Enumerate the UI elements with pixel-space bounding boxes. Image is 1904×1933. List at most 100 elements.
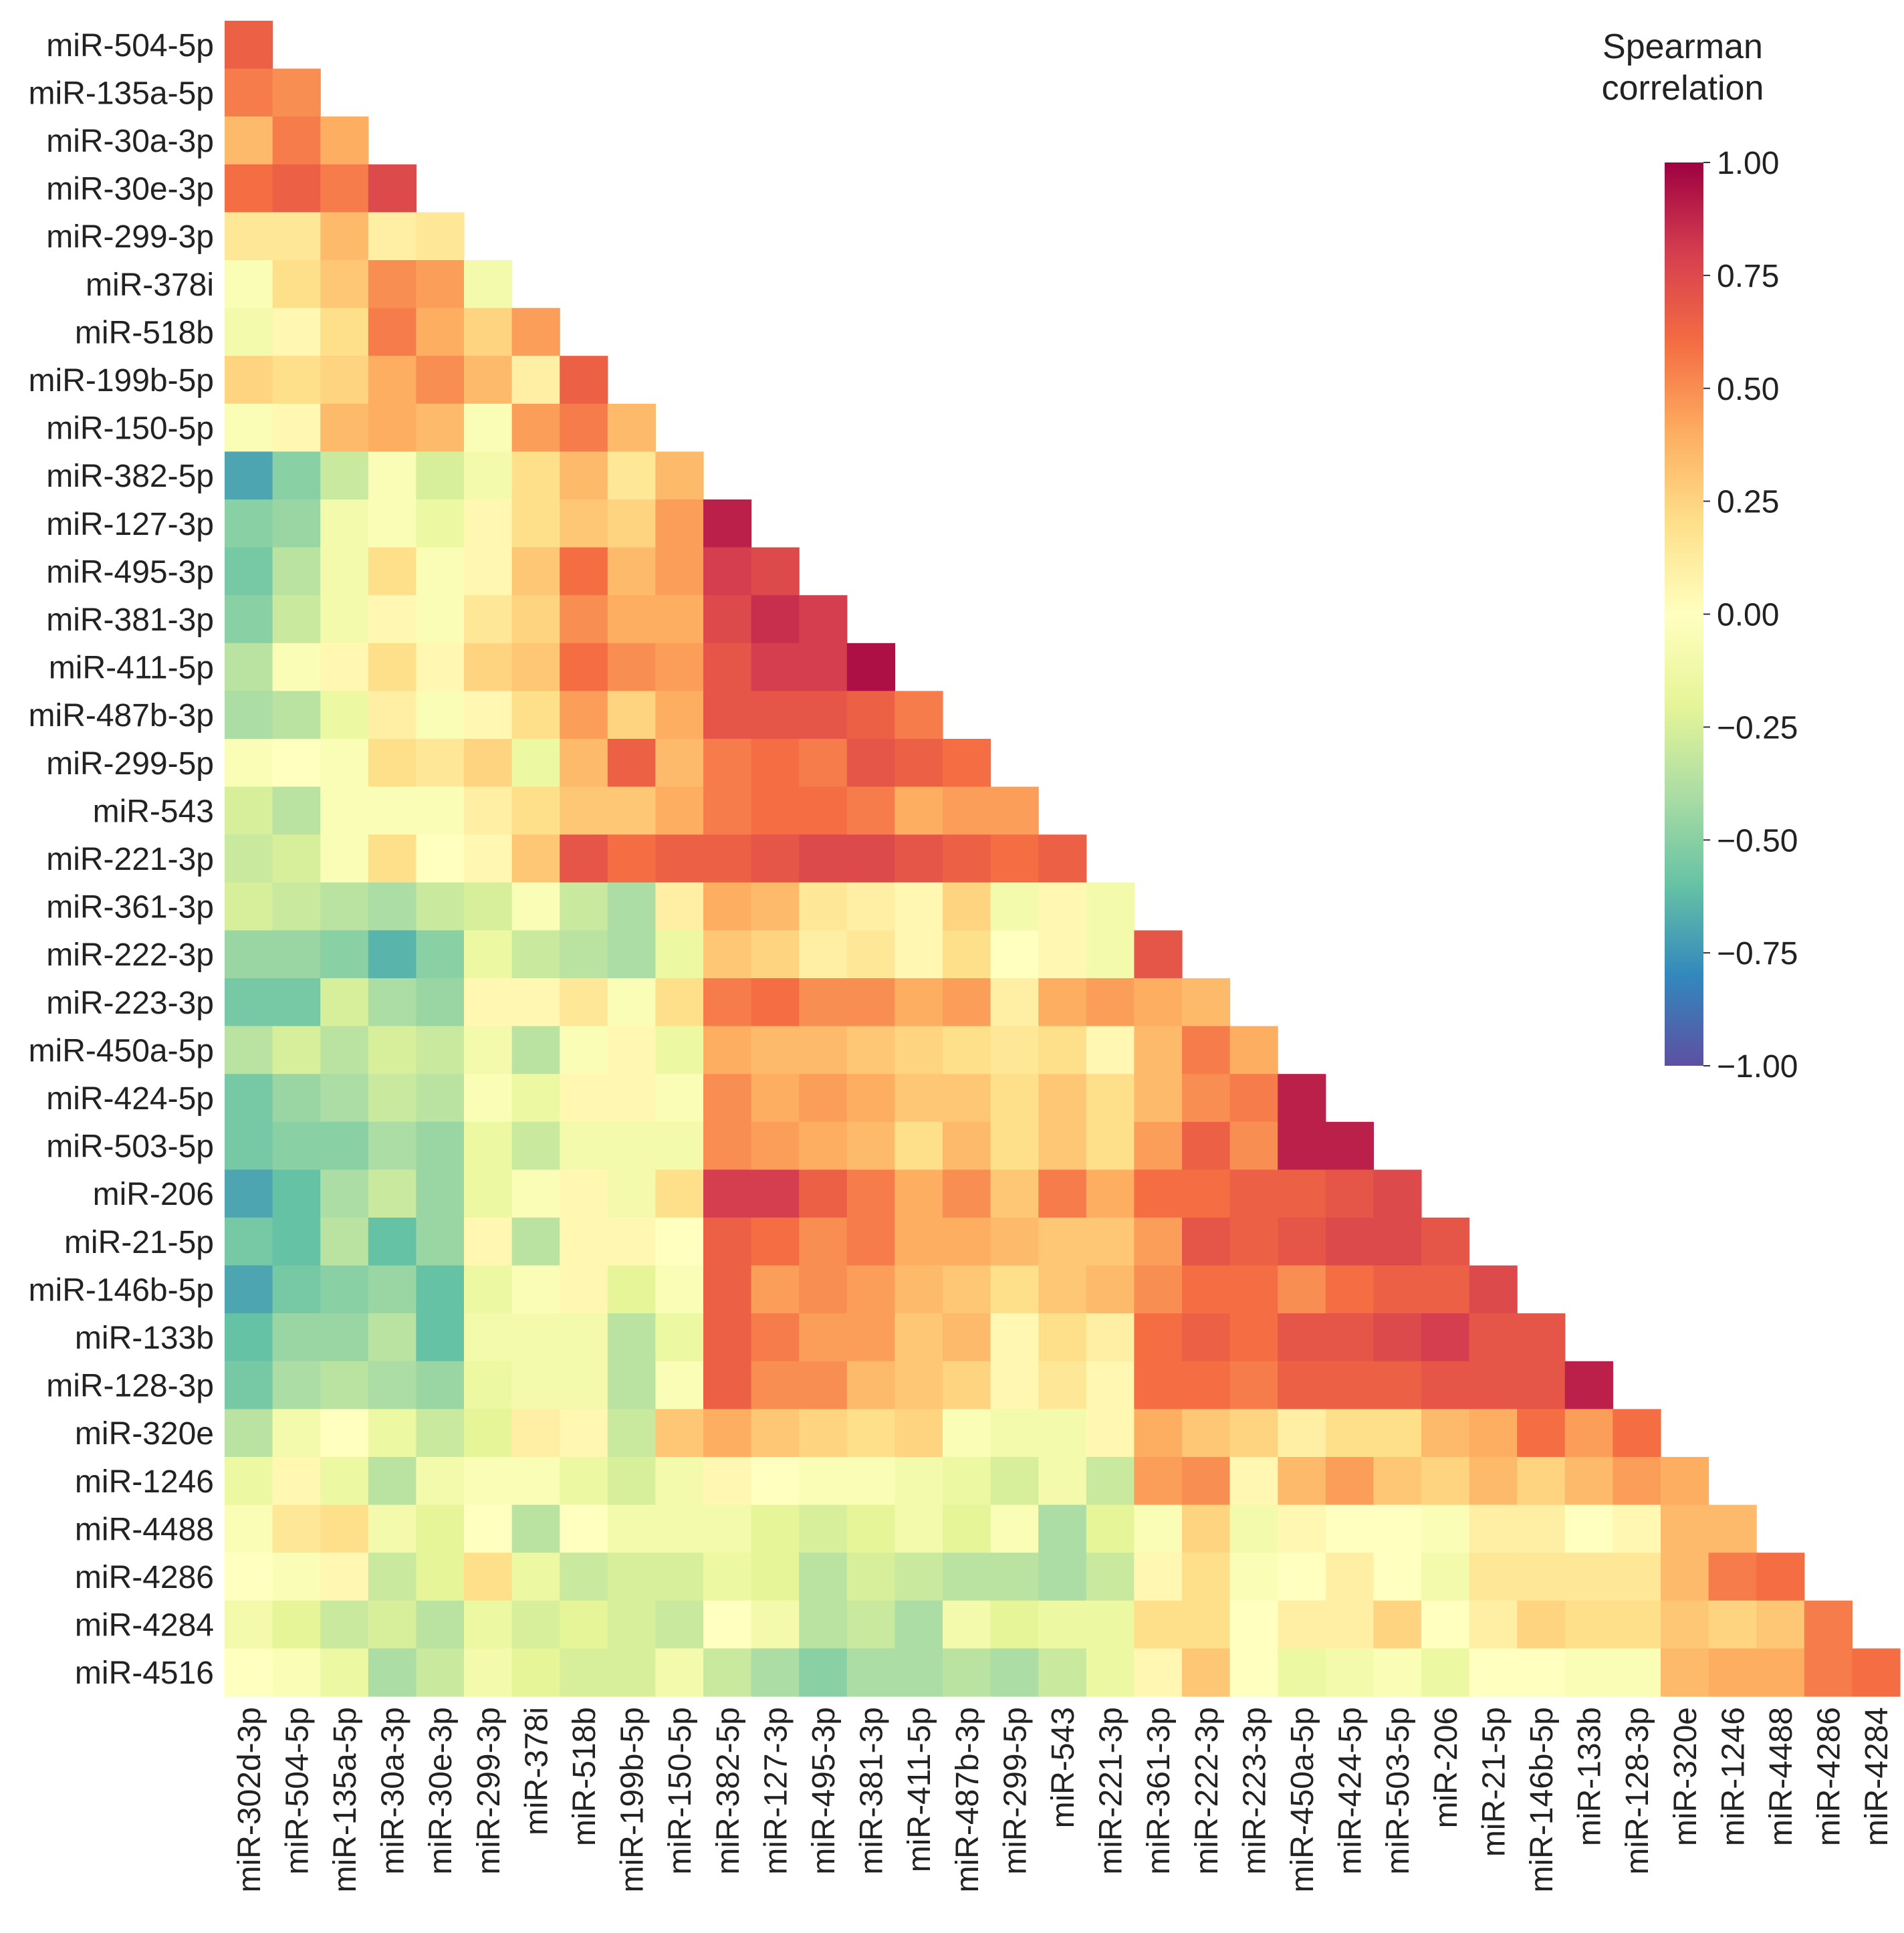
row-label: miR-199b-5p [29,363,214,399]
heatmap-cell [416,1553,465,1601]
heatmap-cell [703,834,752,883]
column-label: miR-4284 [1859,1707,1895,1846]
heatmap-cell [560,1169,608,1218]
heatmap-cell [751,691,800,740]
heatmap-cell [1469,1504,1518,1553]
row-label: miR-495-3p [46,554,214,590]
heatmap-cell [607,930,656,979]
heatmap-cell [1373,1361,1422,1409]
heatmap-cell [225,1553,273,1601]
heatmap-cell [1182,1361,1231,1409]
heatmap-cell [1469,1361,1518,1409]
heatmap-cell [943,1074,991,1123]
heatmap-cell [511,978,560,1027]
heatmap-cell [368,1265,416,1314]
heatmap-cell [320,116,369,165]
heatmap-cell [511,1218,560,1266]
heatmap-cell [368,1504,416,1553]
heatmap-cell [1134,1218,1183,1266]
heatmap-cell [751,1600,800,1649]
heatmap-cell [1564,1504,1613,1553]
heatmap-cell [607,1600,656,1649]
heatmap-cell [607,978,656,1027]
heatmap-cell [1278,1121,1326,1170]
heatmap-cell [895,834,943,883]
heatmap-cell [1086,1074,1135,1123]
heatmap-cell [1421,1648,1470,1697]
heatmap-cell [990,1074,1039,1123]
row-label: miR-424-5p [46,1081,214,1117]
heatmap-cell [1756,1553,1805,1601]
heatmap-cell [1182,1313,1231,1362]
heatmap-cell [751,882,800,931]
heatmap-cell [272,739,321,788]
column-label: miR-222-3p [1189,1707,1225,1875]
heatmap-cell [1086,1553,1135,1601]
row-label: miR-450a-5p [29,1033,214,1068]
heatmap-cell [320,1600,369,1649]
column-label: miR-128-3p [1620,1707,1655,1875]
heatmap-cell [560,1121,608,1170]
row-label: miR-4286 [75,1560,214,1595]
heatmap-cell [1804,1600,1853,1649]
heatmap-cell [1613,1409,1661,1458]
heatmap-cell [416,786,465,835]
heatmap-cell [368,1457,416,1506]
heatmap-cell [895,691,943,740]
heatmap-cell [464,691,513,740]
row-label: miR-146b-5p [29,1272,214,1308]
heatmap-cell [751,1553,800,1601]
heatmap-cell [464,882,513,931]
heatmap-cell [225,356,273,405]
heatmap-cell [416,595,465,644]
heatmap-cell [1421,1265,1470,1314]
heatmap-cell [511,643,560,691]
heatmap-cell [943,1361,991,1409]
heatmap-cell [1086,1361,1135,1409]
heatmap-cell [1086,1504,1135,1553]
column-label: miR-487b-3p [950,1707,985,1892]
heatmap-cell [368,1409,416,1458]
heatmap-cell [1134,1504,1183,1553]
heatmap-cell [655,595,704,644]
row-label: miR-378i [86,267,214,303]
heatmap-cell [751,595,800,644]
heatmap-cell [1182,1074,1231,1123]
heatmap-cell [416,834,465,883]
heatmap-cell [320,1074,369,1123]
heatmap-cell [1517,1361,1566,1409]
heatmap-cell [1852,1648,1901,1697]
heatmap-cell [990,978,1039,1027]
heatmap-cell [846,930,895,979]
heatmap-cell [320,212,369,261]
heatmap-cell [225,403,273,452]
heatmap-cell [990,1504,1039,1553]
heatmap-cell [416,499,465,548]
heatmap-cell [511,1504,560,1553]
heatmap-cell [464,356,513,405]
heatmap-cell [320,739,369,788]
heatmap-cell [1325,1313,1374,1362]
heatmap-cell [1325,1218,1374,1266]
heatmap-cell [464,1457,513,1506]
heatmap-cell [1038,1600,1087,1649]
heatmap-cell [1564,1457,1613,1506]
colorbar: Spearman correlation 1.00 0.75 0.50 0.25 0.0… [1602,27,1798,1085]
heatmap-cell [416,978,465,1027]
column-label: miR-411-5p [902,1707,937,1872]
heatmap-cell [1182,978,1231,1027]
heatmap-cell [272,1313,321,1362]
heatmap-cell [368,1361,416,1409]
heatmap-cell [1182,1409,1231,1458]
heatmap-cell [703,1457,752,1506]
heatmap-cell [1134,1361,1183,1409]
heatmap-cell [464,1600,513,1649]
heatmap-cell [320,882,369,931]
heatmap-cell [655,978,704,1027]
heatmap-cell [990,1600,1039,1649]
heatmap-cell [990,1265,1039,1314]
heatmap-cell [272,1600,321,1649]
heatmap-cell [225,739,273,788]
heatmap-cell [368,308,416,356]
